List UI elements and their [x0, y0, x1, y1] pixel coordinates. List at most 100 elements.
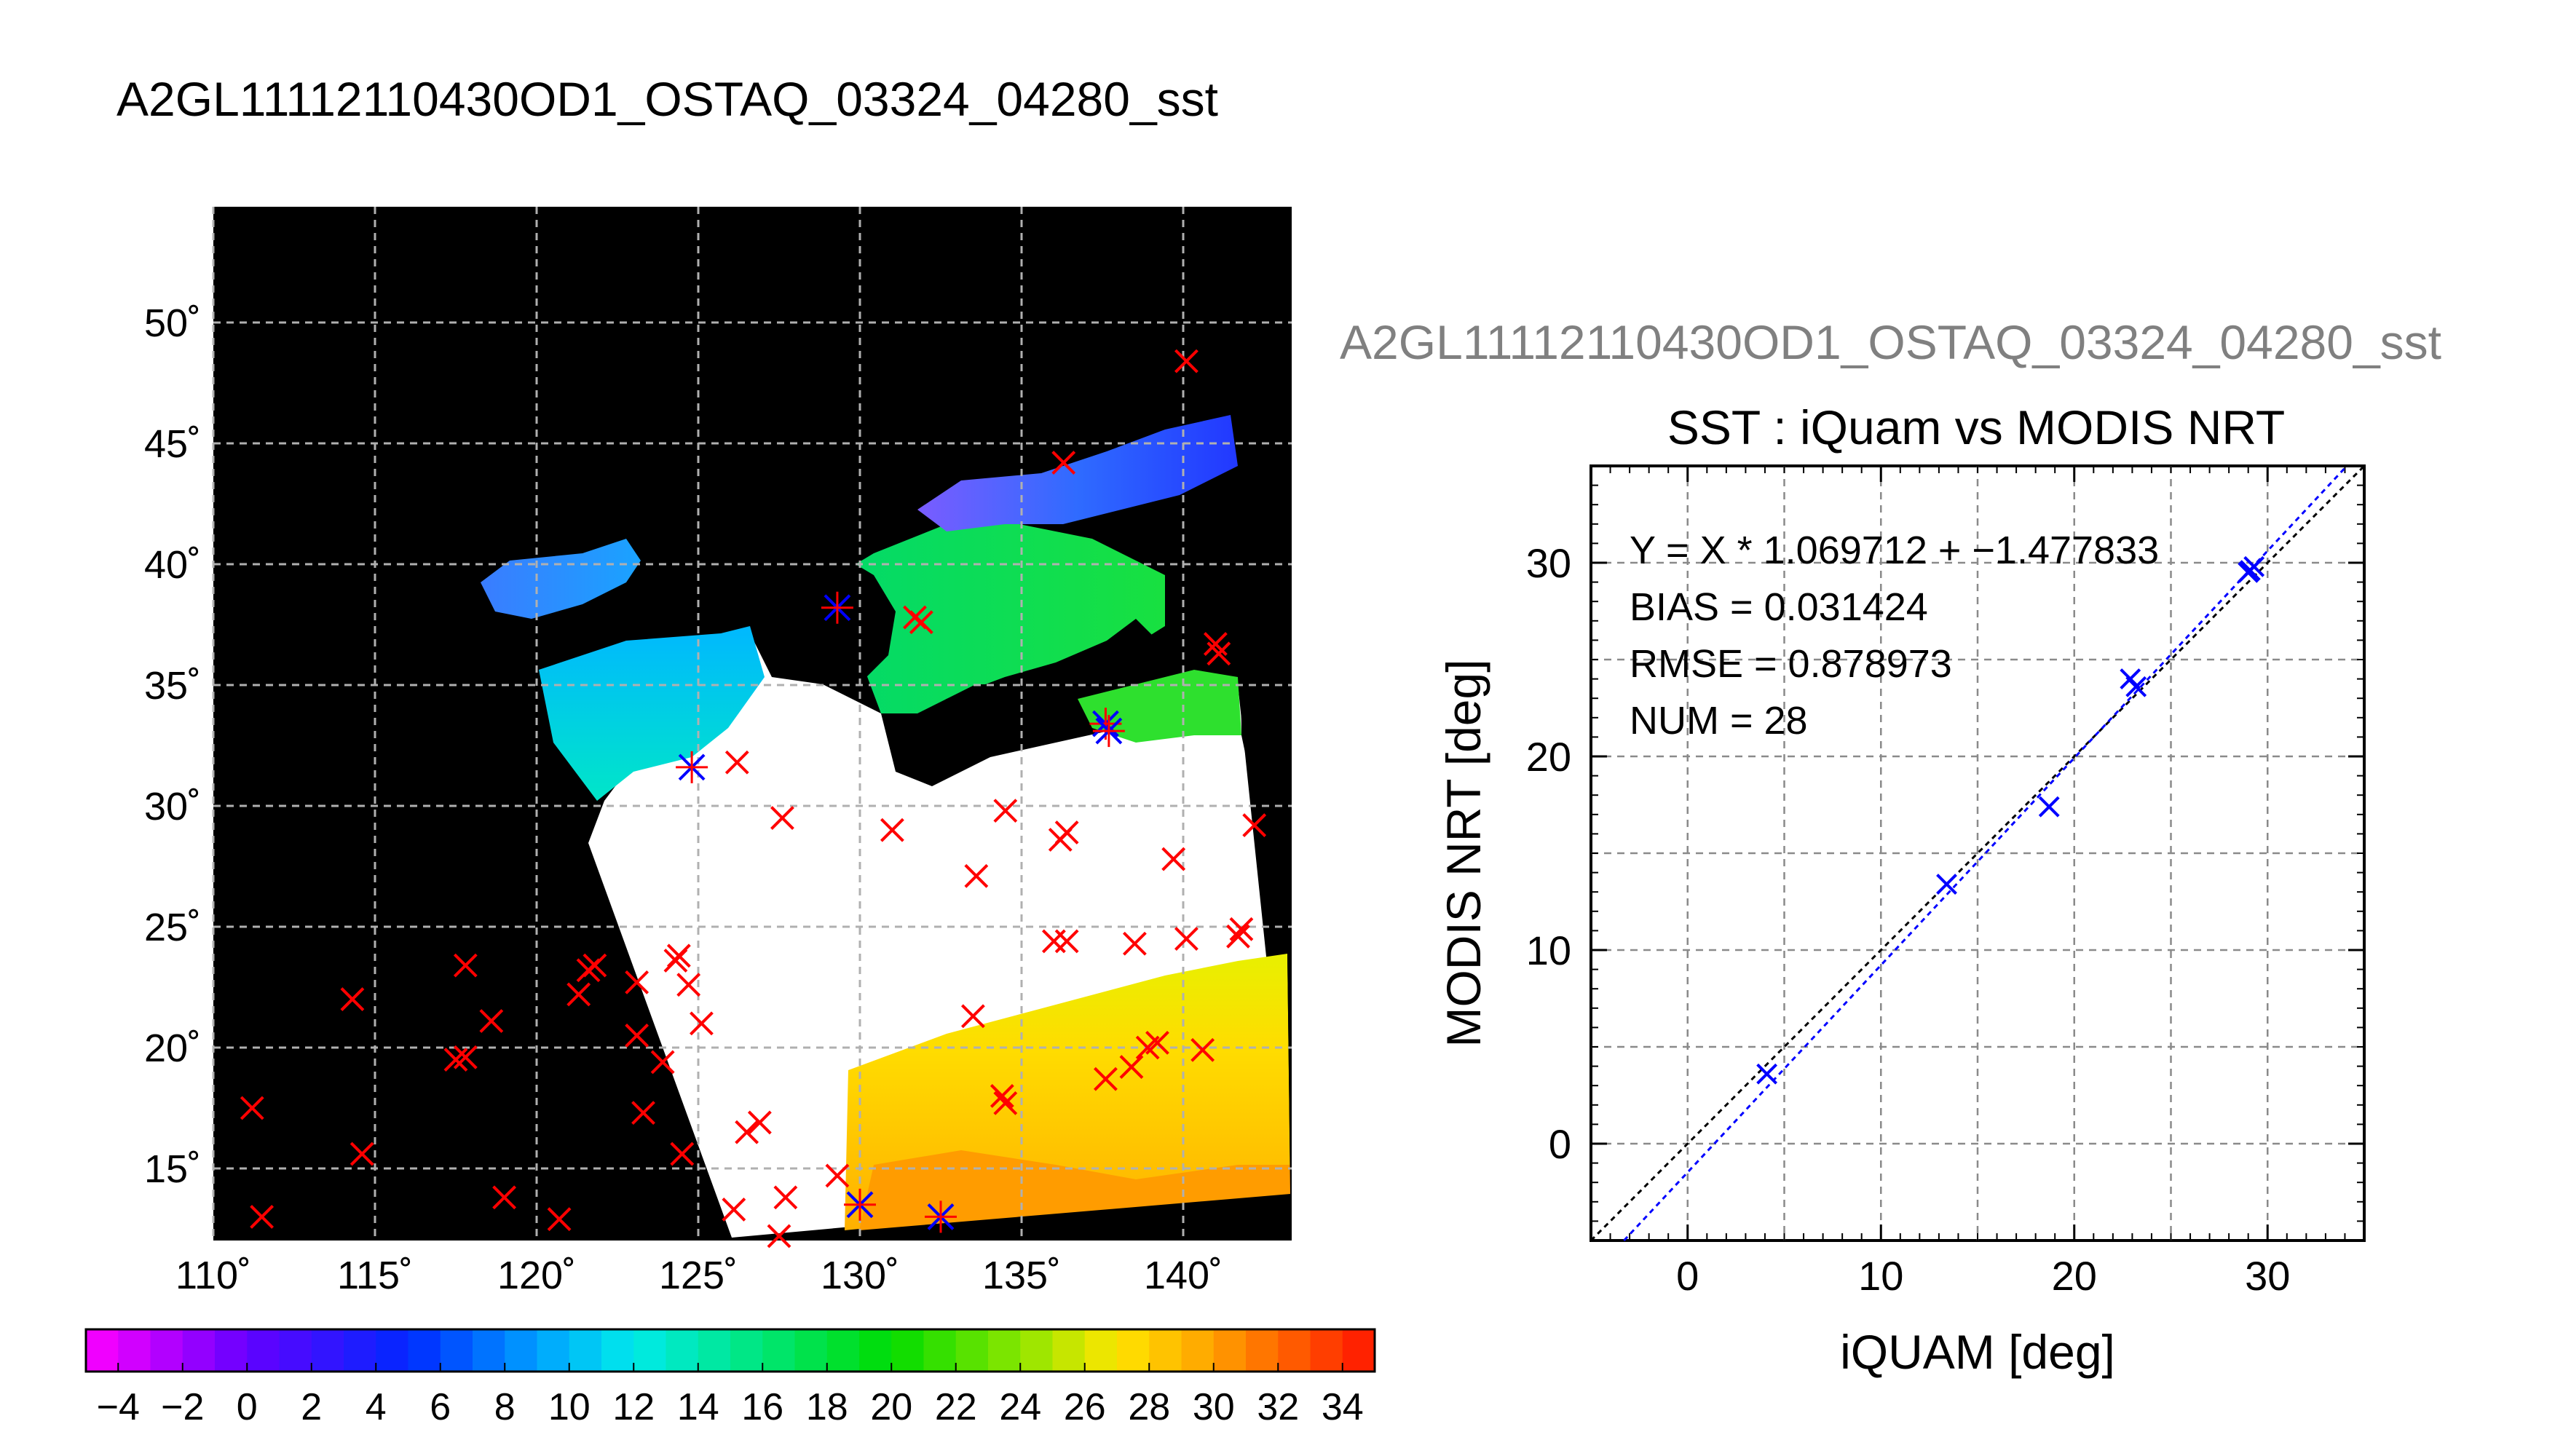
colorbar-segment — [376, 1329, 408, 1372]
matchup-marker — [676, 751, 708, 783]
lon-tick-label: 120˚ — [497, 1254, 576, 1297]
buoy-marker — [631, 1101, 655, 1125]
colorbar-segment — [537, 1329, 570, 1372]
buoy-marker — [625, 970, 649, 994]
colorbar-segment — [1181, 1329, 1215, 1372]
lon-tick-label: 135˚ — [982, 1254, 1061, 1297]
buoy-marker — [735, 1120, 759, 1144]
colorbar-segment — [1342, 1329, 1375, 1372]
buoy-marker — [453, 953, 478, 978]
stats-num: NUM = 28 — [1630, 699, 1808, 743]
colorbar-tick-label: 28 — [1128, 1386, 1170, 1428]
colorbar-segment — [666, 1329, 699, 1372]
colorbar-segment — [762, 1329, 795, 1372]
buoy-marker — [1229, 917, 1254, 941]
buoy-marker — [1174, 349, 1198, 373]
buoy-marker — [990, 1083, 1014, 1108]
buoy-marker — [1051, 451, 1076, 475]
buoy-marker — [479, 1009, 504, 1033]
buoy-marker — [443, 1048, 468, 1072]
colorbar-tick-label: 24 — [999, 1386, 1041, 1428]
colorbar-segment — [633, 1329, 666, 1372]
buoy-marker — [453, 1045, 478, 1069]
map-gridlines — [212, 207, 1292, 1241]
buoy-marker — [625, 1023, 649, 1048]
x-tick-label: 0 — [1676, 1253, 1699, 1299]
colorbar-segment — [988, 1329, 1021, 1372]
scatter-point — [2038, 796, 2060, 818]
buoy-marker — [492, 1185, 517, 1210]
colorbar-tick-label: 2 — [301, 1386, 322, 1428]
buoy-marker — [880, 818, 904, 842]
y-tick-label: 0 — [1549, 1121, 1571, 1167]
lon-tick-label: 125˚ — [659, 1254, 738, 1297]
buoy-marker — [1119, 1055, 1144, 1079]
x-tick-label: 20 — [2052, 1253, 2097, 1299]
x-tick-label: 30 — [2245, 1253, 2290, 1299]
scatter-file-title: A2GL11112110430OD1_OSTAQ_03324_04280_sst — [1340, 315, 2442, 369]
lat-tick-label: 15˚ — [144, 1147, 201, 1191]
bohai-sst — [481, 539, 641, 619]
colorbar-segment — [1084, 1329, 1118, 1372]
figure-title: A2GL11112110430OD1_OSTAQ_03324_04280_sst — [117, 72, 1219, 126]
colorbar-segment — [408, 1329, 441, 1372]
satellite-swath — [481, 408, 1292, 1238]
lat-tick-label: 40˚ — [144, 543, 201, 587]
scatter-fit-lines — [1590, 464, 2366, 1242]
colorbar-tick-label: 18 — [806, 1386, 848, 1428]
lon-tick-label: 110˚ — [175, 1254, 251, 1297]
colorbar-tick-label: −4 — [97, 1386, 140, 1428]
scatter-plot: SST : iQuam vs MODIS NRT 0 10 20 300102030 … — [1437, 400, 2366, 1379]
colorbar-tick-label: 6 — [430, 1386, 451, 1428]
colorbar-segment — [794, 1329, 828, 1372]
buoy-marker — [1161, 847, 1186, 871]
y-tick-label: 30 — [1526, 540, 1571, 586]
buoy-marker — [993, 1091, 1018, 1115]
colorbar-segment — [505, 1329, 537, 1372]
colorbar-segment — [698, 1329, 731, 1372]
colorbar-segment — [826, 1329, 860, 1372]
x-tick-label: 10 — [1858, 1253, 1903, 1299]
colorbar-segment — [1149, 1329, 1182, 1372]
buoy-marker — [1190, 1037, 1215, 1062]
colorbar-segment — [1117, 1329, 1150, 1372]
colorbar-segment — [118, 1329, 151, 1372]
scatter-point — [2238, 561, 2259, 583]
colorbar-segment — [247, 1329, 280, 1372]
scatter-ticks: 0 10 20 30 0 10 20 30 — [1526, 465, 2365, 1299]
colorbar-segment — [440, 1329, 473, 1372]
colorbar-segment — [182, 1329, 216, 1372]
lat-tick-label: 45˚ — [144, 422, 201, 466]
buoy-marker — [350, 1142, 374, 1166]
colorbar-tick-label: 34 — [1322, 1386, 1364, 1428]
buoy-marker — [583, 953, 607, 978]
colorbar-segment — [215, 1329, 248, 1372]
buoy-marker — [566, 982, 591, 1007]
colorbar-segment — [1213, 1329, 1247, 1372]
regression-line — [1623, 464, 2348, 1242]
buoy-marker — [670, 1142, 695, 1166]
buoy-marker — [250, 1204, 275, 1229]
buoy-marker — [240, 1096, 264, 1120]
buoy-marker — [767, 1224, 791, 1249]
colorbar-segment — [150, 1329, 183, 1372]
buoy-marker — [1094, 1067, 1118, 1091]
colorbar-segment — [1310, 1329, 1343, 1372]
matchup-marker — [821, 591, 853, 624]
colorbar-segment — [1020, 1329, 1053, 1372]
colorbar-segment — [1246, 1329, 1279, 1372]
yellow-sea-sst — [539, 626, 765, 801]
colorbar-segment — [279, 1329, 312, 1372]
buoy-marker — [650, 1050, 675, 1075]
buoy-marker — [770, 806, 794, 831]
scatter-stats: Y = X * 1.069712 + −1.477833 BIAS = 0.03… — [1630, 529, 2159, 743]
buoy-marker — [1242, 813, 1267, 837]
map-markers — [240, 349, 1267, 1249]
colorbar-tick-label: 14 — [677, 1386, 719, 1428]
lon-tick-label: 115˚ — [337, 1254, 413, 1297]
stats-rmse: RMSE = 0.878973 — [1630, 642, 1952, 686]
scatter-gridlines — [1591, 466, 2364, 1241]
buoy-marker — [666, 943, 691, 968]
y-tick-label: 20 — [1526, 734, 1571, 780]
